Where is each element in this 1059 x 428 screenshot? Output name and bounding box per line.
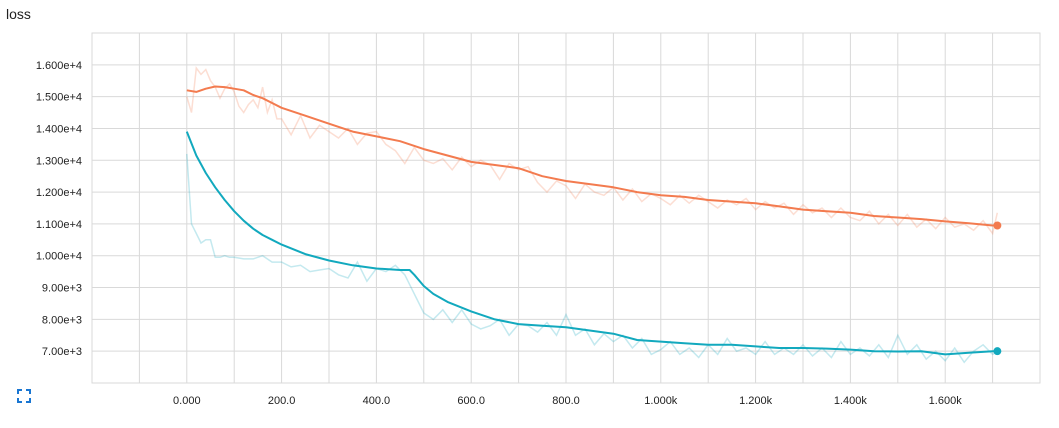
- x-tick-label: 0.000: [173, 395, 201, 407]
- y-tick-label: 7.00e+3: [42, 346, 82, 358]
- fullscreen-expand-icon[interactable]: [17, 389, 31, 403]
- train-raw-line: [186, 65, 999, 236]
- y-tick-label: 1.300e+4: [36, 155, 82, 167]
- train-end-point: [993, 221, 1002, 230]
- chart-title: loss: [6, 6, 31, 22]
- raw-series-layer: [186, 65, 999, 364]
- y-tick-label: 1.000e+4: [36, 251, 82, 263]
- x-tick-label: 1.000k: [644, 395, 678, 407]
- y-tick-label: 1.600e+4: [36, 60, 82, 72]
- x-tick-label: 1.200k: [739, 395, 773, 407]
- x-tick-label: 200.0: [268, 395, 296, 407]
- grid-layer: [91, 32, 1041, 384]
- x-tick-label: 1.400k: [834, 395, 868, 407]
- train-smoothed-line: [186, 85, 998, 227]
- y-tick-label: 1.500e+4: [36, 92, 82, 104]
- y-axis: 7.00e+3 8.00e+3 9.00e+3 1.000e+4 1.100e+4 1.2…: [36, 60, 82, 358]
- x-tick-label: 800.0: [552, 395, 580, 407]
- y-tick-label: 8.00e+3: [42, 314, 82, 326]
- val-raw-line: [186, 153, 998, 364]
- x-tick-label: 1.600k: [929, 395, 963, 407]
- y-tick-label: 1.200e+4: [36, 187, 82, 199]
- x-axis: 0.000 200.0 400.0 600.0 800.0 1.000k 1.200k 1.4…: [173, 395, 962, 407]
- y-tick-label: 9.00e+3: [42, 283, 82, 295]
- val-end-point: [993, 347, 1002, 356]
- val-smoothed-line: [185, 131, 998, 356]
- x-tick-label: 400.0: [363, 395, 391, 407]
- smoothed-series-layer: [185, 85, 1002, 356]
- y-tick-label: 1.400e+4: [36, 123, 82, 135]
- x-tick-label: 600.0: [457, 395, 485, 407]
- y-tick-label: 1.100e+4: [36, 219, 82, 231]
